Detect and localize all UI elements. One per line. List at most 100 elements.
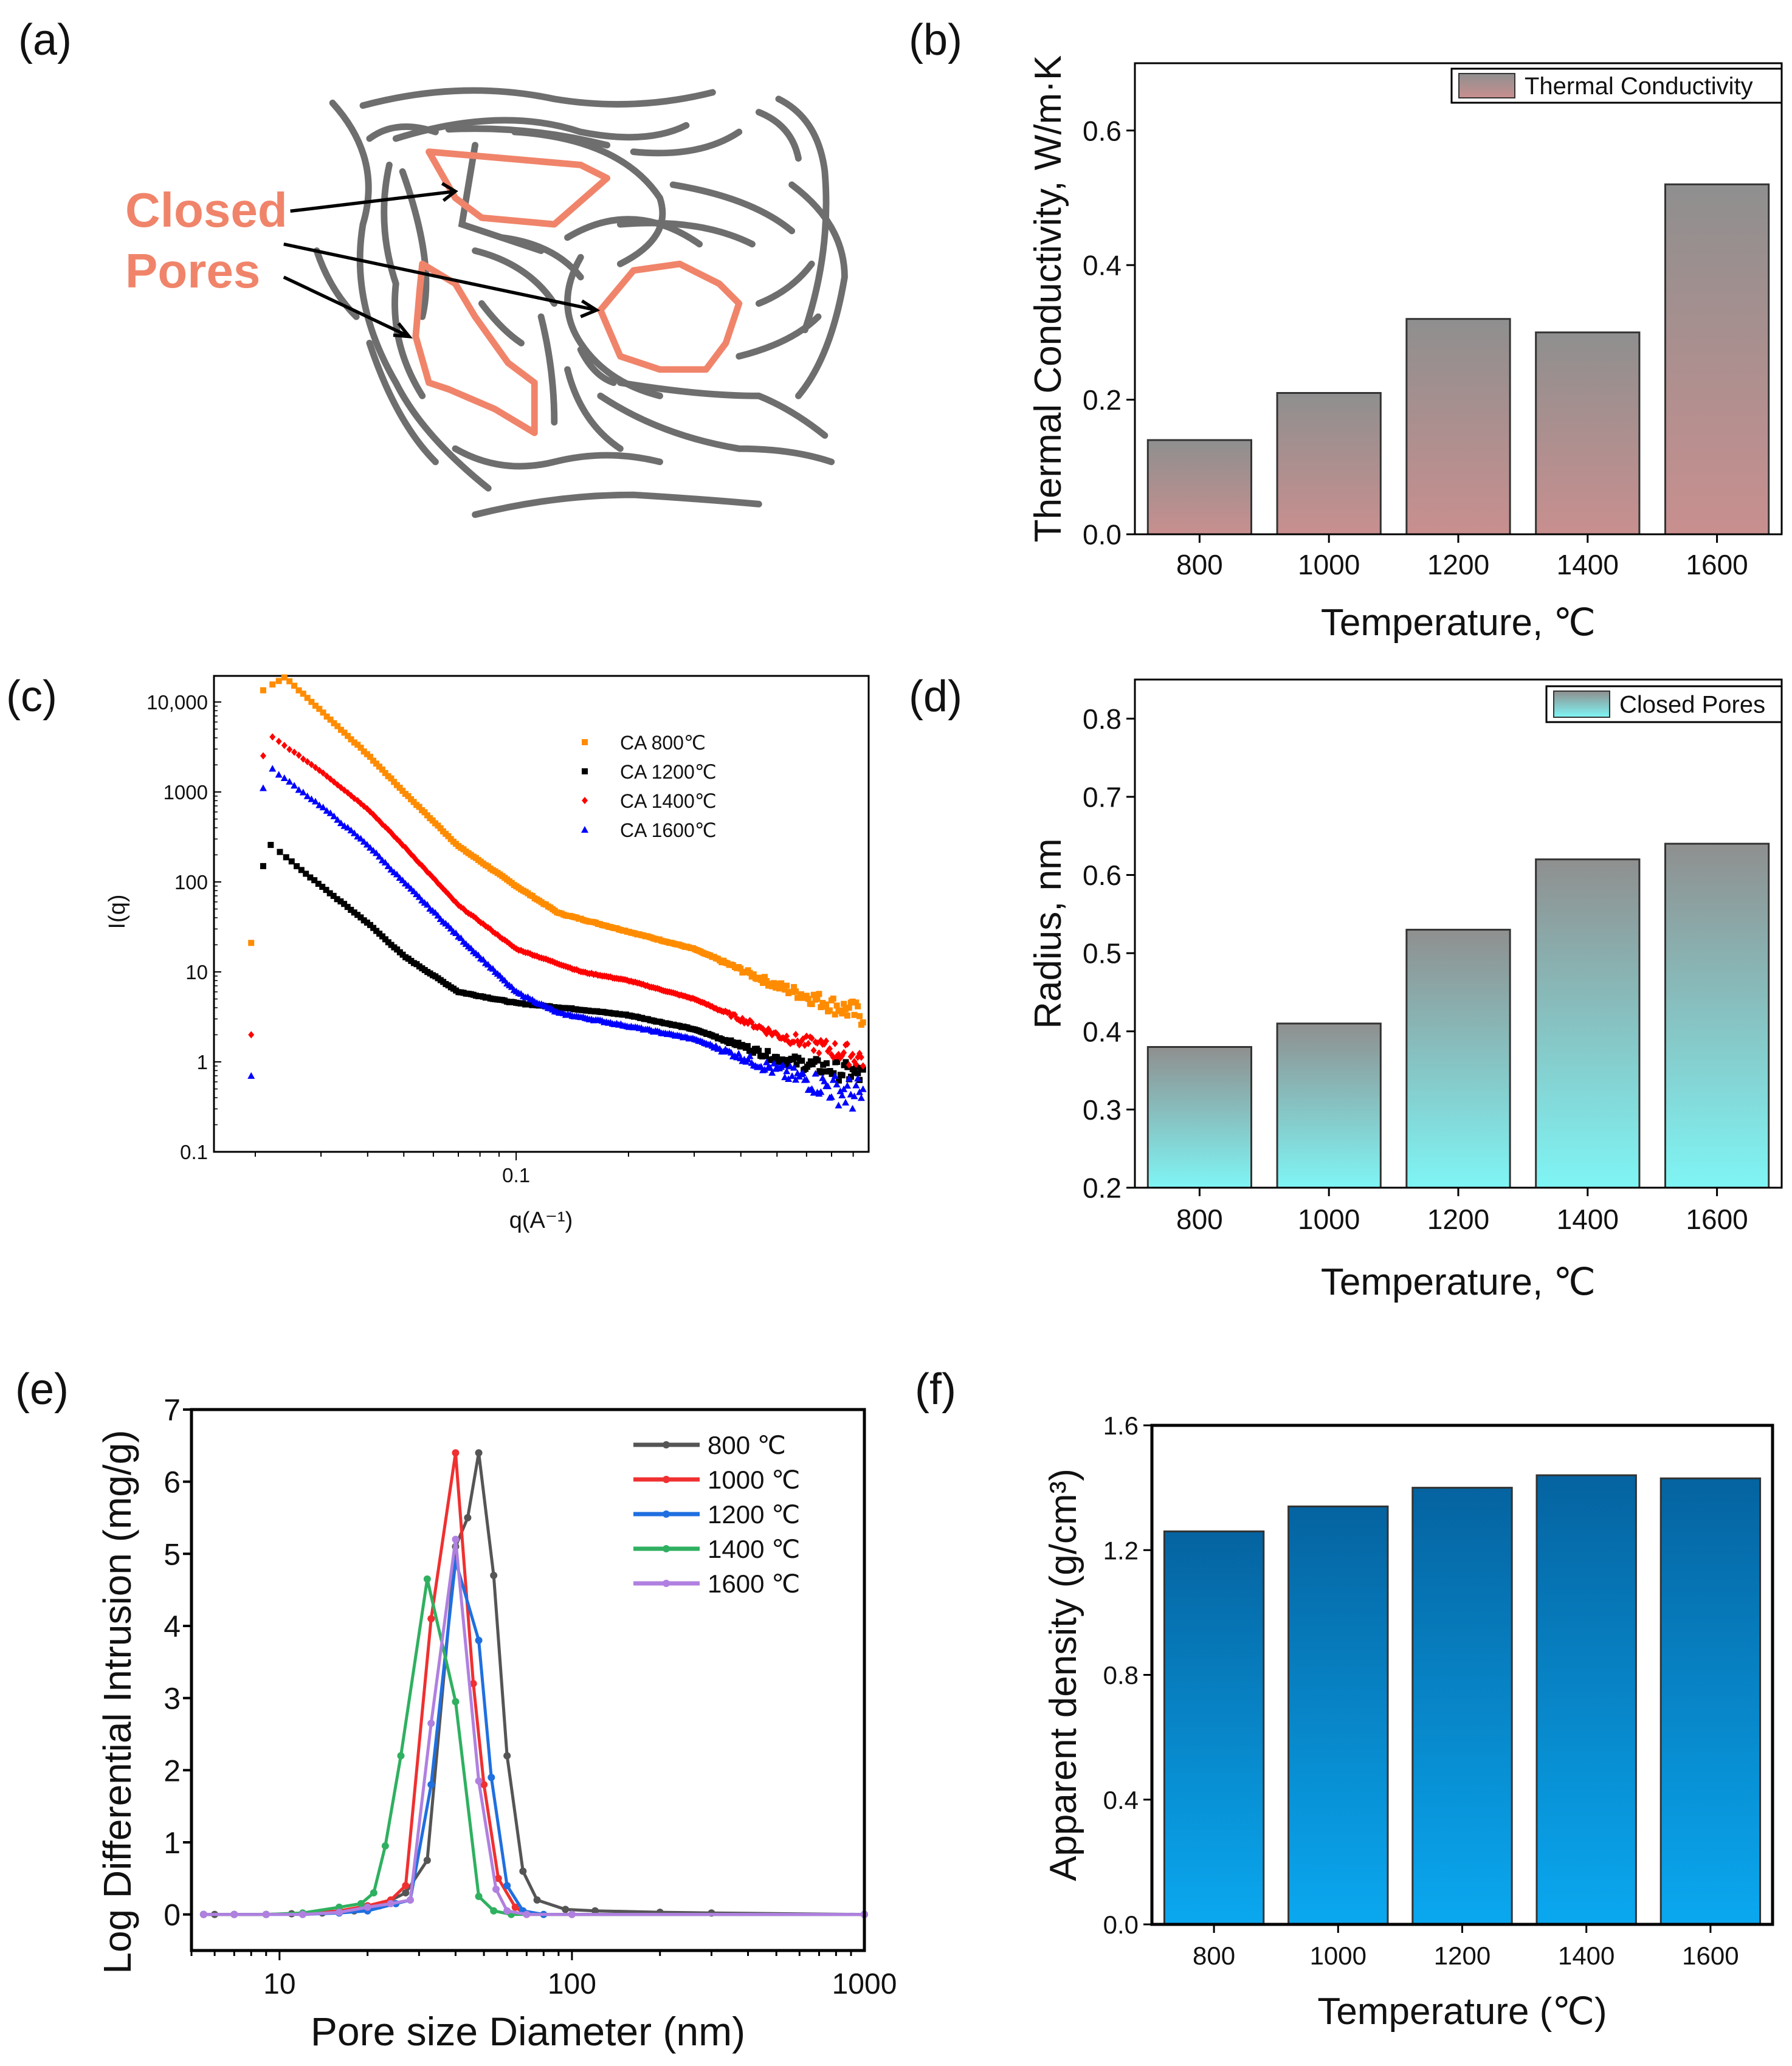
data-point [351, 909, 357, 916]
x-tick-label: 1200 [1427, 549, 1489, 580]
x-tick-label: 1600 [1686, 1203, 1748, 1235]
data-point [275, 737, 282, 745]
series-line [203, 1579, 864, 1916]
x-tick-label: 1600 [1686, 549, 1748, 580]
data-point [488, 1774, 495, 1782]
data-point [357, 1899, 365, 1907]
bar-1000 [1287, 1505, 1389, 1926]
carbon-fibers [313, 87, 848, 518]
x-tick-label: 800 [1176, 1203, 1223, 1235]
data-point [844, 1012, 850, 1019]
data-point [319, 884, 326, 890]
data-point [326, 890, 333, 897]
legend-label: CA 1200℃ [620, 761, 717, 783]
data-point [399, 876, 407, 884]
data-point [834, 1059, 841, 1066]
data-point [384, 862, 392, 869]
data-point [315, 881, 322, 887]
data-point [810, 991, 817, 998]
legend-label: Closed Pores [1619, 692, 1765, 718]
data-point [360, 838, 368, 845]
data-point [785, 1075, 793, 1083]
plot-frame [213, 675, 870, 1153]
data-point [843, 1059, 849, 1066]
data-point [793, 1061, 800, 1068]
data-point [858, 1053, 864, 1061]
series-1 [260, 842, 866, 1084]
bar-1400 [1535, 858, 1641, 1189]
data-point [849, 1066, 856, 1072]
data-point [320, 709, 326, 716]
data-point [316, 706, 323, 712]
data-point [475, 1449, 483, 1457]
data-point [315, 801, 323, 808]
x-tick-label: 1200 [1434, 1941, 1490, 1970]
data-point [393, 870, 401, 878]
data-point [423, 901, 431, 908]
data-point [303, 870, 309, 877]
data-point [357, 835, 365, 842]
data-point [364, 751, 370, 757]
bar-800 [1146, 439, 1253, 535]
data-point [823, 1060, 830, 1067]
data-point [475, 1777, 483, 1785]
data-point [830, 1070, 837, 1076]
data-point [262, 1910, 270, 1918]
x-tick-label: 1400 [1558, 1941, 1615, 1970]
data-point [381, 1842, 389, 1850]
data-point [402, 1882, 410, 1890]
data-point [490, 1907, 498, 1915]
data-point [568, 1910, 576, 1918]
y-tick-label: 0.4 [1083, 250, 1122, 281]
data-point [304, 695, 311, 701]
data-point [770, 1059, 778, 1067]
data-point [840, 1085, 848, 1092]
data-point [323, 772, 330, 780]
data-point [769, 983, 776, 990]
y-tick-label: 10 [185, 961, 208, 983]
data-point [511, 1903, 519, 1911]
closed-pores [412, 148, 743, 436]
y-tick-label: 0.3 [1083, 1094, 1122, 1126]
bar-800 [1146, 1045, 1253, 1189]
data-point [519, 1867, 527, 1875]
data-point [782, 987, 788, 993]
series-3 [199, 1575, 868, 1918]
bar-1400 [1535, 1474, 1637, 1926]
data-point [829, 1076, 837, 1083]
data-point [799, 1069, 807, 1076]
data-point [855, 1003, 861, 1010]
data-point [842, 1098, 850, 1106]
data-point [759, 980, 766, 987]
data-point [351, 739, 357, 746]
panel-label-d: (d) [909, 672, 962, 721]
data-point [853, 999, 860, 1006]
x-tick-label: 1000 [1298, 549, 1360, 580]
data-point [784, 1032, 790, 1040]
data-point [367, 754, 373, 760]
y-axis-title: Thermal Conductivity, W/m·K [1027, 55, 1069, 543]
legend-label: CA 1600℃ [620, 819, 717, 841]
data-point [341, 729, 348, 736]
data-point [735, 1039, 742, 1046]
data-point [423, 1856, 431, 1864]
data-point [350, 829, 358, 836]
data-point [415, 893, 423, 900]
data-point [337, 726, 344, 733]
data-point [363, 841, 371, 848]
data-point [814, 996, 821, 1002]
data-point [475, 1636, 483, 1644]
data-point [307, 874, 314, 881]
x-axis-title: Temperature, ℃ [1321, 602, 1596, 644]
data-point [851, 1069, 858, 1076]
bar-1200 [1405, 318, 1511, 535]
data-point [841, 1000, 847, 1007]
data-point [387, 1899, 395, 1907]
x-tick-label: 0.1 [502, 1164, 530, 1186]
data-point [437, 825, 444, 832]
y-tick-label: 0.5 [1083, 938, 1122, 969]
series-line [203, 1539, 864, 1916]
data-point [503, 1907, 511, 1915]
data-point [763, 1053, 770, 1059]
panel-label-f: (f) [915, 1365, 956, 1414]
